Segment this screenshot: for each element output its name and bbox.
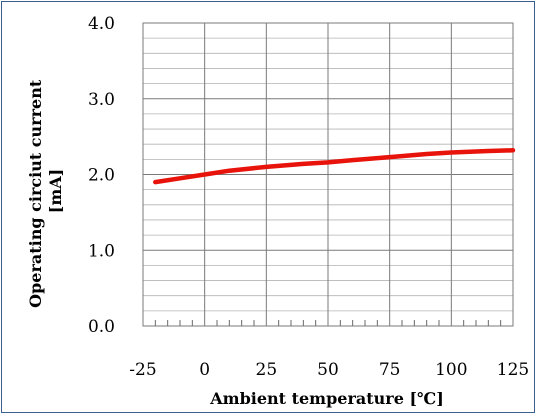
x-tick-label: 75 — [379, 360, 401, 380]
x-tick-label: 25 — [256, 360, 278, 380]
axis-ticks — [154, 320, 502, 326]
y-tick-label: 3.0 — [88, 90, 115, 110]
grid-lines — [142, 22, 514, 327]
series-line-0 — [153, 148, 516, 185]
y-tick-label: 1.0 — [88, 241, 115, 261]
y-axis-title-line-1: Operating circiut current — [26, 79, 45, 308]
plot-border — [142, 22, 514, 327]
line-chart: 0.0 1.0 2.0 3.0 4.0 -25 0 25 50 75 100 125 Operatin… — [26, 14, 529, 408]
x-tick-label: 0 — [199, 360, 210, 380]
tick-labels: 0.0 1.0 2.0 3.0 4.0 -25 0 25 50 75 100 125 — [88, 14, 529, 380]
y-tick-label: 0.0 — [88, 317, 115, 337]
x-axis-title: Ambient temperature [℃] — [209, 389, 444, 408]
series-group — [153, 148, 516, 185]
chart-frame: 0.0 1.0 2.0 3.0 4.0 -25 0 25 50 75 100 125 Operatin… — [1, 1, 535, 413]
x-tick-label: 100 — [435, 360, 467, 380]
y-axis-title-line-2: [mA] — [46, 169, 65, 213]
x-tick-label: 125 — [497, 360, 529, 380]
x-tick-label: -25 — [129, 360, 156, 380]
y-tick-label: 4.0 — [88, 14, 115, 34]
x-tick-label: 50 — [317, 360, 339, 380]
y-axis-title: Operating circiut current [mA] — [26, 74, 65, 308]
y-tick-label: 2.0 — [88, 166, 115, 186]
